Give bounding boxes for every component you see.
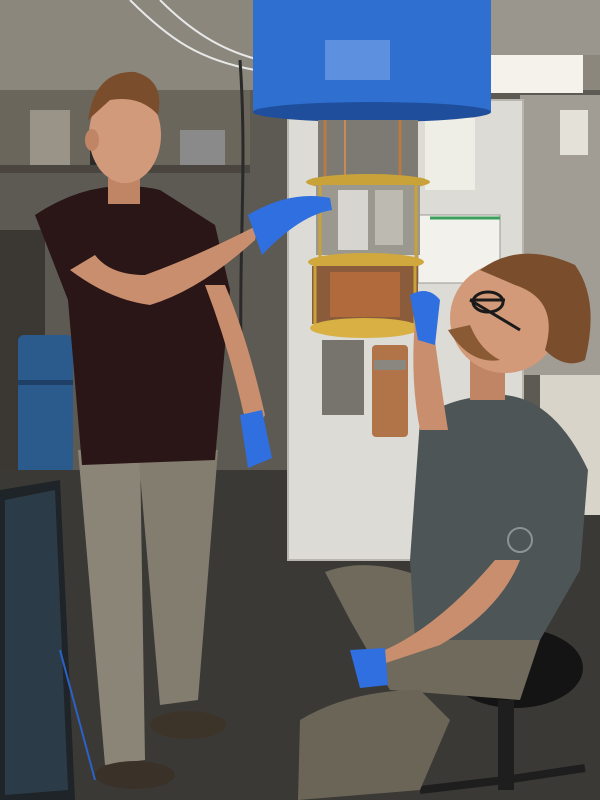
seated-researcher (298, 253, 591, 800)
foreground-monitor (0, 480, 96, 800)
shoe (150, 711, 226, 739)
glasses (469, 298, 521, 332)
gold-plate (310, 318, 420, 338)
shoe (95, 761, 175, 789)
blue-glove (248, 196, 332, 255)
cryostat-apparatus (306, 120, 430, 437)
paper-notice (425, 118, 475, 190)
standing-researcher (35, 71, 332, 789)
copper-cylinder (372, 345, 408, 437)
blue-glove (240, 410, 272, 468)
cryostat-top-can (253, 0, 491, 122)
ceiling-light (488, 55, 583, 93)
blue-glove (350, 648, 388, 688)
blue-barrel (18, 335, 73, 495)
blue-glove (410, 291, 440, 345)
